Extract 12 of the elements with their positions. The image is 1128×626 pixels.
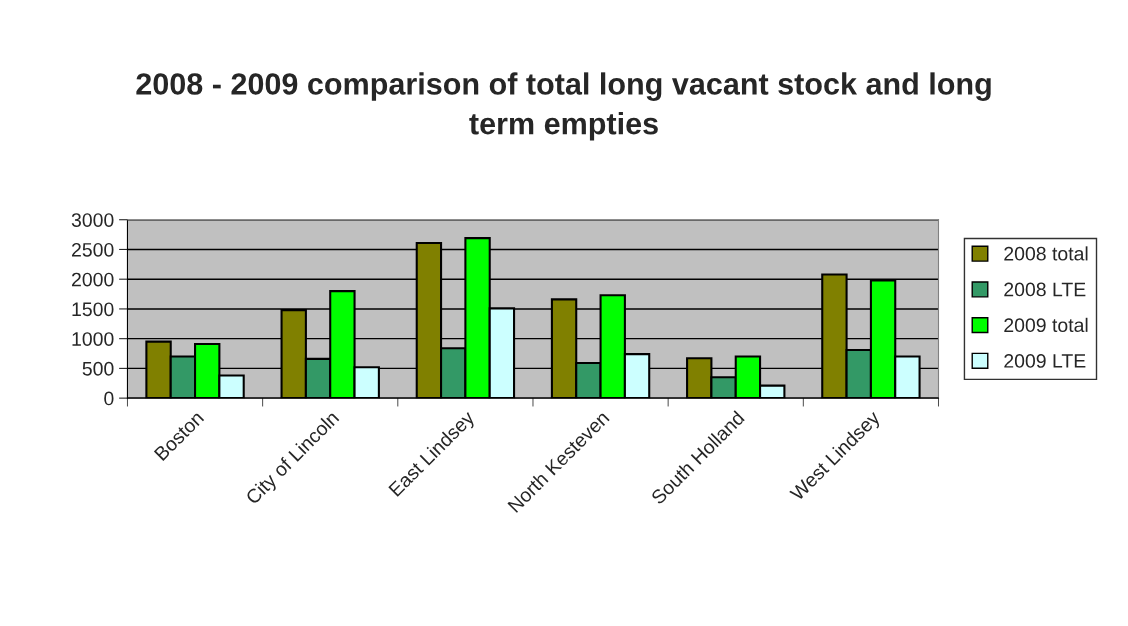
- y-tick-label: 2500: [72, 242, 114, 257]
- legend-label: 2009 total: [1004, 317, 1088, 333]
- y-tick-label: 1000: [72, 332, 114, 346]
- y-tick-label: 0: [104, 391, 114, 406]
- legend-label: 2008 LTE: [1004, 282, 1086, 297]
- legend-label: 2009 LTE: [1004, 354, 1086, 368]
- y-tick-label: 2000: [72, 272, 114, 287]
- y-tick-label: 500: [82, 361, 114, 376]
- chart-title: 2008 - 2009 comparison of total long vacant stock and long term empties: [136, 72, 991, 141]
- y-tick-label: 1500: [72, 302, 114, 317]
- legend-label: 2008 total: [1004, 246, 1088, 261]
- y-tick-label: 3000: [71, 213, 114, 227]
